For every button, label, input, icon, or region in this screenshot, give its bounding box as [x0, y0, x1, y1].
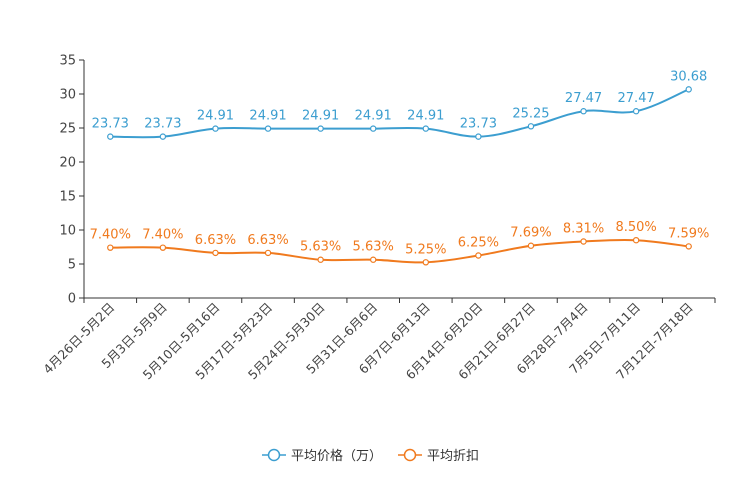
y-tick-label: 25 — [59, 122, 76, 137]
series-line-0 — [110, 88, 690, 139]
data-point — [475, 252, 482, 259]
data-label: 24.91 — [407, 109, 444, 124]
data-label: 8.31% — [563, 221, 604, 236]
legend: 平均价格（万） 平均折扣 — [262, 448, 479, 464]
data-point — [527, 123, 535, 130]
data-label: 5.25% — [405, 242, 446, 257]
y-tick-label: 15 — [59, 190, 76, 205]
y-tick-label: 5 — [68, 258, 76, 273]
data-label: 24.91 — [302, 109, 339, 124]
data-point — [212, 249, 219, 257]
data-label: 7.69% — [510, 226, 551, 241]
data-point — [632, 108, 640, 115]
series-layer — [107, 86, 692, 266]
y-tick-label: 30 — [59, 88, 76, 103]
data-label: 27.47 — [618, 91, 655, 106]
data-label: 6.63% — [195, 233, 236, 248]
data-point — [527, 242, 535, 249]
data-label: 23.73 — [92, 117, 129, 132]
data-label: 24.91 — [355, 109, 392, 124]
y-tick-label: 0 — [68, 292, 76, 307]
data-label: 23.73 — [144, 117, 181, 132]
data-point — [475, 133, 482, 140]
data-label: 6.25% — [458, 236, 499, 251]
data-point — [264, 125, 272, 132]
data-label: 30.68 — [670, 69, 707, 84]
data-labels: 23.73 23.73 24.91 24.91 24.91 24.91 24.91 23.73… — [90, 69, 710, 257]
data-point — [685, 243, 692, 250]
data-point — [370, 125, 377, 132]
data-label: 7.40% — [142, 228, 183, 243]
data-label: 24.91 — [249, 109, 286, 124]
data-point — [317, 125, 324, 132]
data-point — [422, 125, 429, 132]
data-point — [685, 86, 692, 93]
data-label: 24.91 — [197, 109, 234, 124]
series-line-1 — [110, 238, 689, 264]
data-point — [632, 236, 640, 244]
data-label: 27.47 — [565, 91, 602, 106]
data-point — [317, 256, 324, 263]
legend-label: 平均折扣 — [427, 449, 479, 464]
legend-marker — [403, 448, 417, 462]
data-label: 5.63% — [353, 240, 394, 255]
data-point — [264, 249, 272, 257]
data-point — [422, 259, 429, 266]
data-point — [212, 125, 219, 132]
data-label: 7.40% — [90, 228, 131, 243]
y-tick-label: 10 — [59, 224, 76, 239]
y-tick-label: 20 — [59, 156, 76, 171]
axes: 051015202530354月26日-5月2日5月3日-5月9日5月10日-5… — [40, 54, 716, 382]
data-label: 23.73 — [460, 117, 497, 132]
y-tick-label: 35 — [59, 54, 76, 69]
legend-marker — [267, 448, 281, 462]
data-point — [107, 244, 114, 251]
data-point — [580, 238, 587, 245]
data-point — [107, 133, 114, 140]
data-label: 5.63% — [300, 240, 341, 255]
data-label: 6.63% — [247, 233, 288, 248]
data-label: 8.50% — [615, 220, 656, 235]
data-point — [580, 108, 587, 115]
data-point — [370, 256, 377, 263]
data-point — [159, 133, 167, 140]
data-label: 25.25 — [512, 106, 549, 121]
data-label: 7.59% — [668, 226, 709, 241]
data-point — [159, 244, 167, 251]
legend-label: 平均价格（万） — [291, 448, 382, 464]
